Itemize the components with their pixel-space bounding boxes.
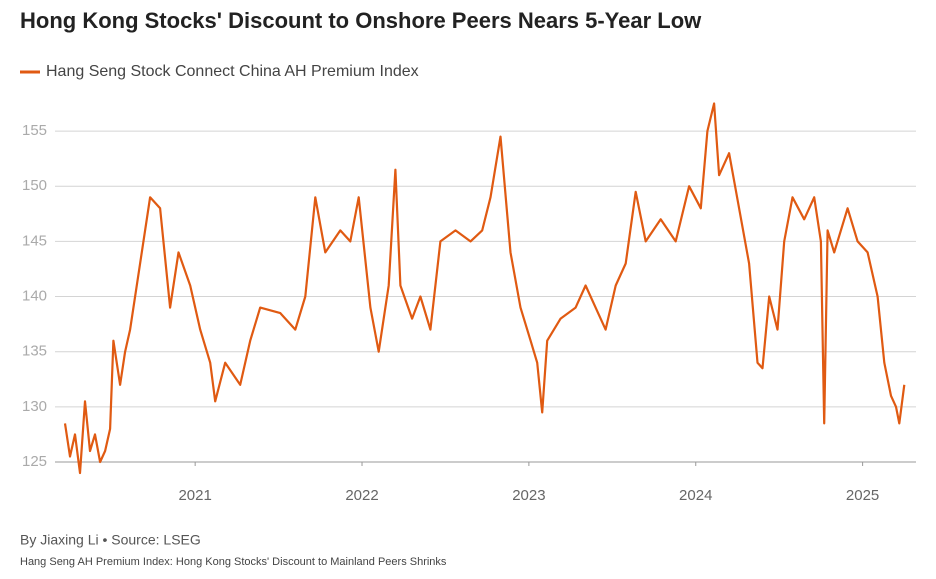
y-tick-label: 140 <box>22 288 47 305</box>
y-tick-label: 130 <box>22 398 47 415</box>
y-tick-label: 135 <box>22 343 47 360</box>
x-tick-label: 2025 <box>846 487 879 504</box>
chart-title: Hong Kong Stocks' Discount to Onshore Pe… <box>20 8 702 33</box>
x-tick-label: 2021 <box>178 487 211 504</box>
series-line <box>63 102 906 475</box>
y-tick-label: 155 <box>22 122 47 139</box>
x-tick-label: 2023 <box>512 487 545 504</box>
footnote: Hang Seng AH Premium Index: Hong Kong St… <box>20 556 447 568</box>
y-tick-label: 145 <box>22 232 47 249</box>
x-tick-label: 2024 <box>679 487 712 504</box>
y-tick-label: 125 <box>22 453 47 470</box>
x-tick-label: 2022 <box>345 487 378 504</box>
legend-label: Hang Seng Stock Connect China AH Premium… <box>46 63 419 80</box>
byline: By Jiaxing Li • Source: LSEG <box>20 532 201 548</box>
y-tick-label: 150 <box>22 177 47 194</box>
